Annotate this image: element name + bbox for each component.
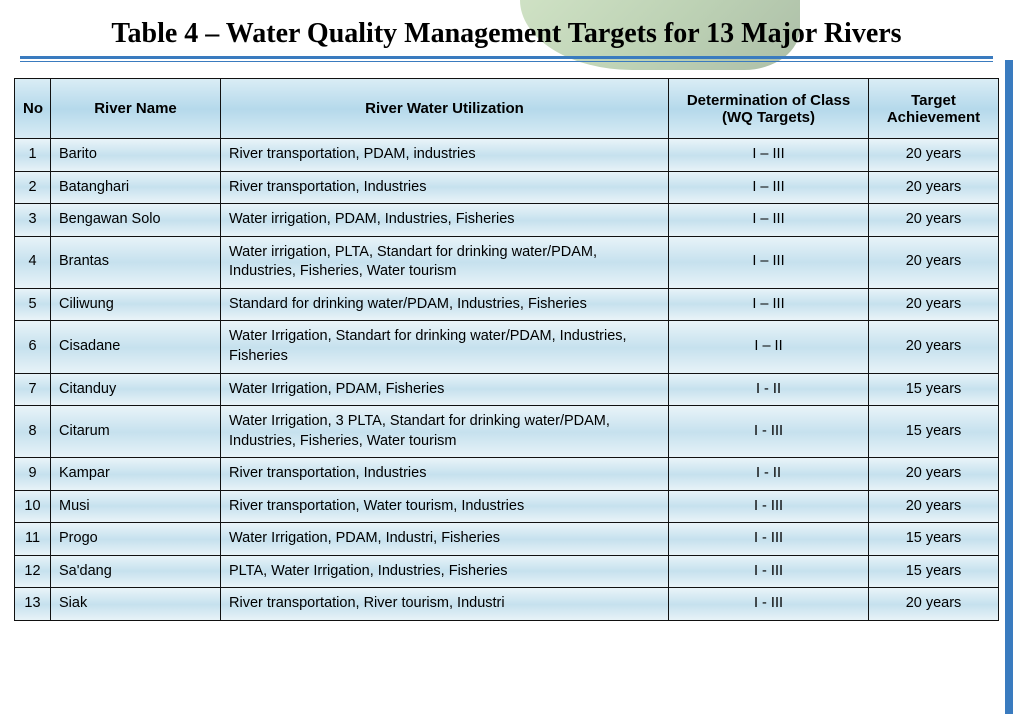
cell-target: 15 years [869, 406, 999, 458]
table-row: 9KamparRiver transportation, IndustriesI… [15, 458, 999, 491]
cell-name: Sa'dang [51, 555, 221, 588]
cell-util: River transportation, PDAM, industries [221, 139, 669, 172]
col-header-target: Target Achievement [869, 79, 999, 139]
cell-no: 9 [15, 458, 51, 491]
col-header-name: River Name [51, 79, 221, 139]
cell-no: 11 [15, 523, 51, 556]
col-header-util: River Water Utilization [221, 79, 669, 139]
cell-no: 10 [15, 490, 51, 523]
cell-no: 6 [15, 321, 51, 373]
table-row: 8CitarumWater Irrigation, 3 PLTA, Standa… [15, 406, 999, 458]
cell-target: 20 years [869, 490, 999, 523]
cell-class: I – III [669, 288, 869, 321]
cell-no: 2 [15, 171, 51, 204]
cell-target: 20 years [869, 458, 999, 491]
cell-target: 20 years [869, 204, 999, 237]
cell-target: 20 years [869, 288, 999, 321]
table-container: No River Name River Water Utilization De… [0, 70, 1013, 621]
table-row: 4BrantasWater irrigation, PLTA, Standart… [15, 236, 999, 288]
cell-target: 15 years [869, 523, 999, 556]
table-header-row: No River Name River Water Utilization De… [15, 79, 999, 139]
table-body: 1BaritoRiver transportation, PDAM, indus… [15, 139, 999, 621]
cell-util: Water Irrigation, 3 PLTA, Standart for d… [221, 406, 669, 458]
cell-name: Ciliwung [51, 288, 221, 321]
cell-util: River transportation, Industries [221, 171, 669, 204]
cell-class: I - III [669, 490, 869, 523]
cell-util: River transportation, River tourism, Ind… [221, 588, 669, 621]
cell-class: I - III [669, 406, 869, 458]
cell-name: Batanghari [51, 171, 221, 204]
table-row: 6CisadaneWater Irrigation, Standart for … [15, 321, 999, 373]
col-header-no: No [15, 79, 51, 139]
slide: Table 4 – Water Quality Management Targe… [0, 0, 1013, 714]
cell-target: 20 years [869, 236, 999, 288]
cell-target: 20 years [869, 321, 999, 373]
cell-no: 4 [15, 236, 51, 288]
cell-name: Musi [51, 490, 221, 523]
rule-thin [20, 61, 993, 62]
cell-class: I – III [669, 236, 869, 288]
cell-util: Water Irrigation, Standart for drinking … [221, 321, 669, 373]
title-underline [20, 56, 993, 62]
table-row: 7CitanduyWater Irrigation, PDAM, Fisheri… [15, 373, 999, 406]
cell-util: River transportation, Industries [221, 458, 669, 491]
table-row: 11ProgoWater Irrigation, PDAM, Industri,… [15, 523, 999, 556]
cell-name: Brantas [51, 236, 221, 288]
cell-util: Water Irrigation, PDAM, Fisheries [221, 373, 669, 406]
cell-class: I – III [669, 139, 869, 172]
cell-target: 15 years [869, 555, 999, 588]
cell-class: I – III [669, 171, 869, 204]
table-row: 13SiakRiver transportation, River touris… [15, 588, 999, 621]
cell-no: 12 [15, 555, 51, 588]
cell-target: 20 years [869, 171, 999, 204]
cell-name: Cisadane [51, 321, 221, 373]
cell-name: Bengawan Solo [51, 204, 221, 237]
table-row: 1BaritoRiver transportation, PDAM, indus… [15, 139, 999, 172]
cell-no: 13 [15, 588, 51, 621]
cell-no: 7 [15, 373, 51, 406]
cell-util: PLTA, Water Irrigation, Industries, Fish… [221, 555, 669, 588]
rule-thick [20, 56, 993, 59]
cell-target: 20 years [869, 588, 999, 621]
cell-util: River transportation, Water tourism, Ind… [221, 490, 669, 523]
cell-target: 20 years [869, 139, 999, 172]
cell-util: Water irrigation, PDAM, Industries, Fish… [221, 204, 669, 237]
cell-name: Progo [51, 523, 221, 556]
cell-class: I - III [669, 588, 869, 621]
table-row: 12Sa'dangPLTA, Water Irrigation, Industr… [15, 555, 999, 588]
cell-no: 5 [15, 288, 51, 321]
table-row: 5CiliwungStandard for drinking water/PDA… [15, 288, 999, 321]
cell-class: I - III [669, 555, 869, 588]
cell-name: Kampar [51, 458, 221, 491]
cell-no: 8 [15, 406, 51, 458]
cell-name: Siak [51, 588, 221, 621]
cell-util: Water Irrigation, PDAM, Industri, Fisher… [221, 523, 669, 556]
cell-no: 1 [15, 139, 51, 172]
cell-class: I – III [669, 204, 869, 237]
cell-util: Standard for drinking water/PDAM, Indust… [221, 288, 669, 321]
cell-class: I - III [669, 523, 869, 556]
table-row: 2BatanghariRiver transportation, Industr… [15, 171, 999, 204]
table-row: 10MusiRiver transportation, Water touris… [15, 490, 999, 523]
cell-no: 3 [15, 204, 51, 237]
table-row: 3Bengawan SoloWater irrigation, PDAM, In… [15, 204, 999, 237]
col-header-class: Determination of Class (WQ Targets) [669, 79, 869, 139]
cell-util: Water irrigation, PLTA, Standart for dri… [221, 236, 669, 288]
cell-class: I - II [669, 458, 869, 491]
cell-name: Citanduy [51, 373, 221, 406]
cell-class: I – II [669, 321, 869, 373]
slide-title: Table 4 – Water Quality Management Targe… [0, 0, 1013, 56]
cell-name: Barito [51, 139, 221, 172]
cell-class: I - II [669, 373, 869, 406]
cell-name: Citarum [51, 406, 221, 458]
cell-target: 15 years [869, 373, 999, 406]
rivers-table: No River Name River Water Utilization De… [14, 78, 999, 621]
